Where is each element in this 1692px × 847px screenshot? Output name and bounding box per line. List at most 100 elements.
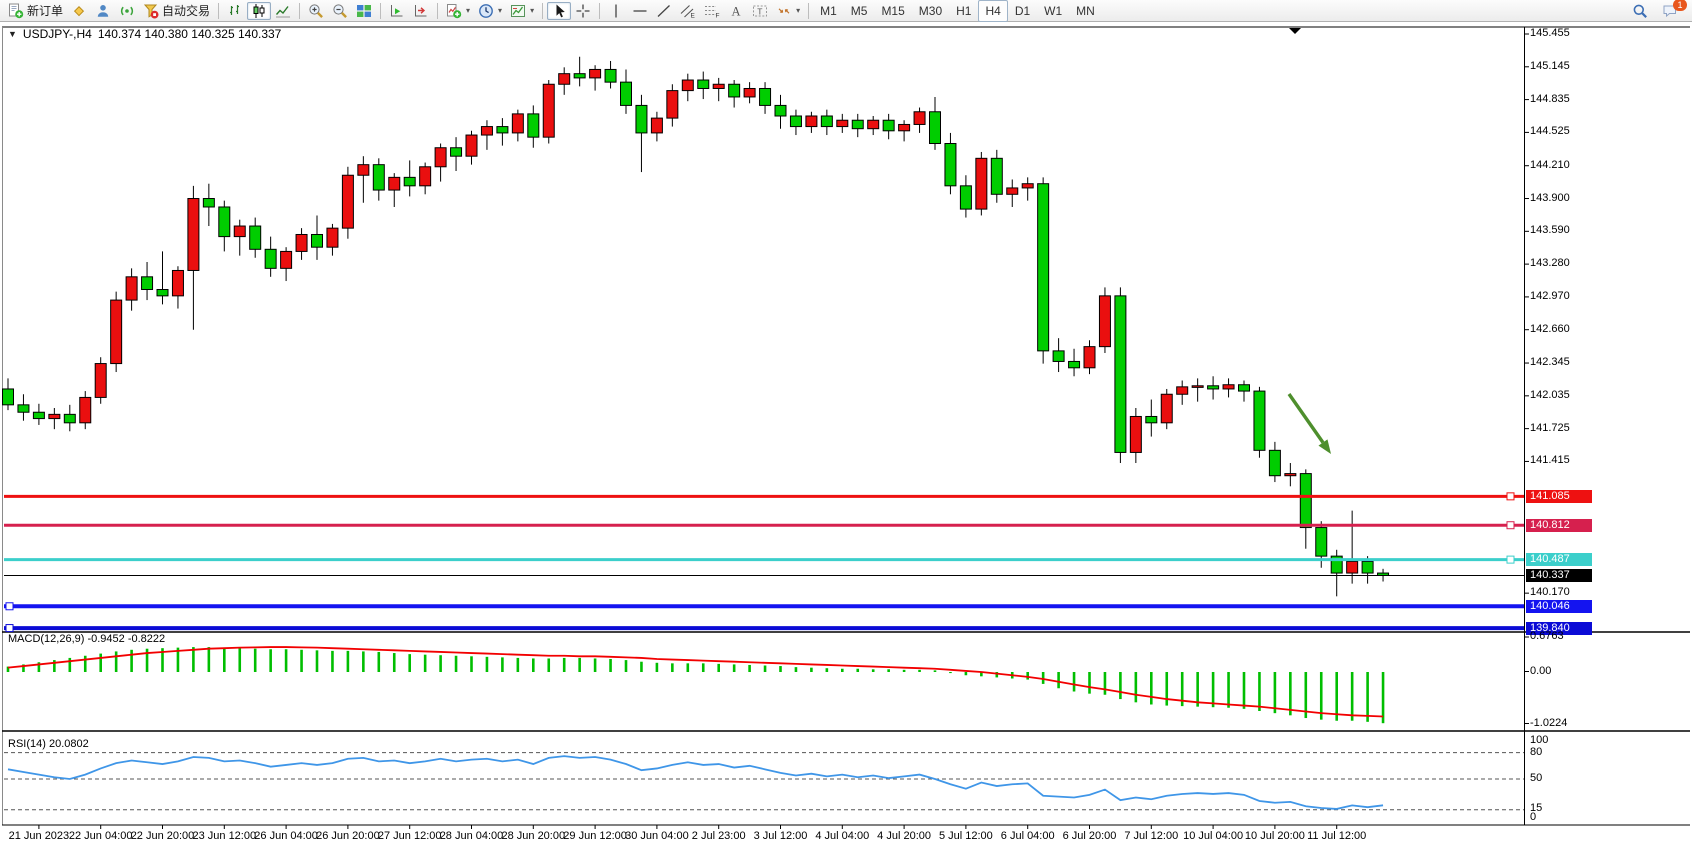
chart-window[interactable]: ▼ USDJPY-,H4 140.374 140.380 140.325 140… — [0, 23, 1692, 847]
crosshair-icon — [575, 3, 591, 19]
candle-bullish — [836, 119, 849, 128]
candle-bullish — [1284, 473, 1297, 477]
chevron-down-icon[interactable]: ▾ — [498, 6, 503, 15]
trendline-button[interactable] — [652, 2, 676, 20]
fibonacci-button[interactable]: F — [700, 2, 724, 20]
tile-windows-button[interactable] — [352, 2, 376, 20]
chat-button[interactable]: 1 — [1658, 0, 1687, 20]
periods-button[interactable]: ▾ — [474, 2, 506, 20]
timeframe-d1-button[interactable]: D1 — [1014, 3, 1031, 18]
line-handle[interactable] — [5, 602, 14, 611]
line-handle[interactable] — [5, 624, 14, 633]
candle-bullish — [867, 119, 880, 130]
candle-bearish — [573, 73, 586, 79]
arrow-annotation-head[interactable] — [1318, 439, 1331, 454]
chevron-down-icon[interactable]: ▾ — [796, 6, 801, 15]
bar-chart-button[interactable] — [223, 2, 247, 20]
candle-bearish — [202, 198, 215, 208]
line-handle[interactable] — [1506, 521, 1515, 530]
metaeditor-button[interactable] — [67, 2, 91, 20]
autotrading-button[interactable]: 自动交易 — [139, 2, 214, 20]
text-label-button[interactable]: T — [748, 2, 772, 20]
candle-bearish — [1361, 560, 1374, 574]
line-handle[interactable] — [1506, 555, 1515, 564]
chart-shift-icon — [413, 3, 429, 19]
candle-bearish — [1299, 473, 1312, 529]
price-badge-140.046: 140.046 — [1526, 599, 1592, 613]
price-axis-label: 142.345 — [1530, 356, 1570, 369]
zoom-in-button[interactable] — [304, 2, 328, 20]
community-button[interactable] — [91, 2, 115, 20]
timeframe-m5-button[interactable]: M5 — [850, 3, 868, 18]
candlestick-chart-button[interactable] — [247, 1, 272, 20]
candle-bearish — [789, 115, 802, 128]
channel-icon: E — [680, 3, 696, 19]
text-button[interactable]: A — [724, 2, 748, 20]
rsi-scale-label: 15 — [1530, 802, 1543, 814]
timeframe-mn-button[interactable]: MN — [1076, 3, 1095, 18]
candle-bearish — [620, 81, 632, 106]
horizontal-line-button[interactable] — [628, 2, 652, 20]
arrows-tool-icon — [776, 3, 792, 19]
chart-menu-arrow-icon[interactable]: ▼ — [8, 29, 17, 39]
candle-bullish — [1191, 385, 1204, 388]
macd-indicator-label: MACD(12,26,9) -0.9452 -0.8222 — [8, 633, 166, 645]
cursor-button[interactable] — [547, 1, 572, 20]
chart-shift-marker-icon[interactable] — [1289, 28, 1301, 34]
equidistant-channel-button[interactable]: E — [676, 2, 700, 20]
timeframe-h1-button[interactable]: H1 — [956, 3, 972, 18]
candle-bullish — [1160, 393, 1173, 424]
timeframe-m30-button[interactable]: M30 — [918, 3, 943, 18]
svg-text:E: E — [691, 12, 696, 19]
line-chart-button[interactable] — [271, 2, 295, 20]
crosshair-button[interactable] — [571, 2, 595, 20]
fibonacci-icon: F — [704, 3, 720, 19]
candle-bullish — [280, 250, 293, 269]
chart-ohlc-readout: 140.374 140.380 140.325 140.337 — [97, 27, 282, 41]
chart-canvas[interactable] — [0, 23, 1692, 847]
toolbar-right: 1 — [1628, 0, 1688, 20]
candle-bullish — [1222, 384, 1235, 390]
search-button[interactable] — [1628, 2, 1652, 20]
svg-text:T: T — [757, 6, 762, 16]
timeframe-m15-button[interactable]: M15 — [881, 3, 905, 18]
vertical-line-button[interactable] — [604, 2, 628, 20]
community-icon — [95, 3, 111, 19]
candle-bullish — [805, 115, 818, 128]
candle-bearish — [635, 104, 648, 134]
price-axis-label: 143.900 — [1530, 191, 1570, 204]
auto-scroll-button[interactable] — [385, 2, 409, 20]
chevron-down-icon[interactable]: ▾ — [530, 6, 535, 15]
toolbar-separator — [599, 2, 601, 19]
candle-bearish — [218, 206, 231, 238]
candle-bullish — [434, 147, 447, 168]
price-badge-140.337: 140.337 — [1526, 568, 1592, 582]
new-order-button[interactable]: 新订单 — [4, 2, 67, 20]
candle-bearish — [1145, 415, 1158, 424]
candle-bullish — [326, 227, 339, 248]
timeframe-h4-button[interactable]: H4 — [978, 0, 1008, 22]
signals-button[interactable] — [115, 2, 139, 20]
toolbar-separator — [808, 2, 810, 19]
chevron-down-icon[interactable]: ▾ — [466, 6, 471, 15]
line-handle[interactable] — [1506, 492, 1515, 501]
candle-bullish — [94, 363, 107, 398]
time-axis-label: 28 Jun 04:00 — [439, 830, 504, 842]
timeframe-w1-button[interactable]: W1 — [1044, 3, 1063, 18]
indicators-button[interactable]: ▾ — [442, 2, 474, 20]
zoom-out-button[interactable] — [328, 2, 352, 20]
price-axis-label: 142.970 — [1530, 289, 1570, 302]
chart-symbol-period: USDJPY-,H4 — [22, 27, 92, 41]
toolbar-separator — [218, 2, 220, 19]
candle-bearish — [774, 104, 787, 117]
text-label-icon: T — [752, 3, 768, 19]
price-axis-label: 141.725 — [1530, 421, 1570, 434]
arrow-annotation[interactable] — [1287, 393, 1325, 444]
arrows-button[interactable]: ▾ — [772, 2, 804, 20]
indicators-icon — [446, 3, 462, 19]
timeframe-m1-button[interactable]: M1 — [820, 3, 837, 18]
price-badge-140.487: 140.487 — [1526, 553, 1592, 567]
chart-shift-button[interactable] — [409, 2, 433, 20]
templates-button[interactable]: ▾ — [506, 2, 538, 20]
toolbar-separator — [380, 2, 382, 19]
